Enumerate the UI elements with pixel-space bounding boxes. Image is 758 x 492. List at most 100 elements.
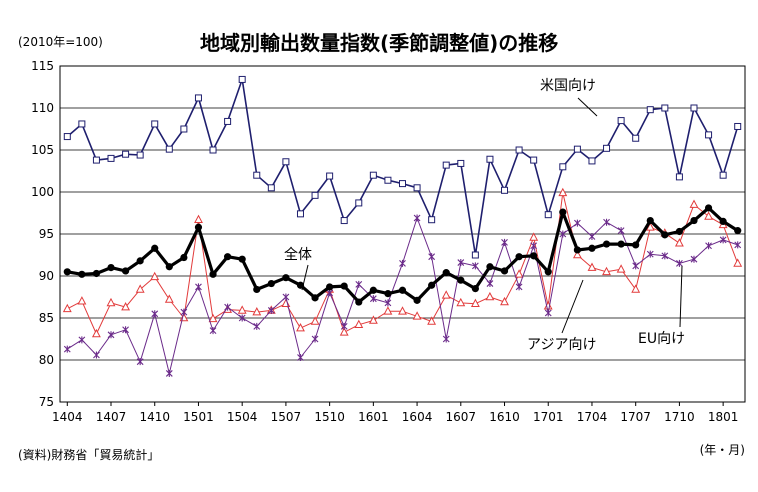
- series-layer: [62, 75, 743, 377]
- data-point: [369, 171, 377, 179]
- data-point: [529, 232, 539, 241]
- data-point: [470, 298, 480, 307]
- data-point: [135, 284, 145, 293]
- data-point: [427, 316, 437, 325]
- data-point: [93, 351, 100, 359]
- data-point: [572, 249, 582, 259]
- data-point: [237, 305, 247, 314]
- data-point: [253, 285, 261, 294]
- data-point: [631, 284, 641, 293]
- data-point: [92, 269, 101, 278]
- data-point: [384, 299, 392, 307]
- x-tick-label: 1404: [52, 410, 83, 424]
- data-point: [558, 187, 568, 197]
- data-point: [340, 282, 348, 290]
- data-point: [544, 211, 552, 219]
- data-point: [632, 262, 640, 270]
- data-point: [428, 281, 436, 289]
- data-point: [501, 186, 509, 194]
- y-tick-label: 80: [39, 353, 54, 367]
- data-point: [63, 133, 71, 141]
- data-point: [180, 253, 188, 262]
- data-point: [675, 227, 684, 236]
- x-tick-label: 1704: [577, 410, 608, 424]
- data-point: [311, 335, 319, 343]
- y-tick-label: 90: [39, 269, 54, 283]
- data-point: [238, 75, 246, 83]
- data-point: [355, 199, 363, 207]
- annotation-米国向け: 米国向け: [540, 78, 598, 117]
- data-point: [588, 233, 596, 241]
- data-point: [442, 335, 450, 343]
- x-tick-label: 1501: [183, 410, 214, 424]
- data-point: [617, 240, 625, 248]
- data-point: [326, 172, 334, 180]
- grid: [60, 107, 745, 361]
- data-point: [91, 328, 101, 338]
- annotation-EU向け: EU向け: [638, 265, 685, 347]
- y-tick-label: 100: [31, 185, 54, 199]
- x-axis-label: (年・月): [700, 443, 745, 457]
- annotation-アジア向け: アジア向け: [527, 279, 596, 353]
- data-point: [530, 252, 538, 260]
- data-point: [267, 306, 275, 314]
- y-tick-label: 105: [31, 143, 54, 157]
- data-point: [705, 131, 713, 139]
- y-tick-label: 115: [31, 59, 54, 73]
- data-point: [267, 184, 275, 192]
- data-point: [632, 241, 640, 249]
- data-point: [574, 219, 581, 227]
- data-point: [602, 240, 611, 248]
- data-point: [559, 163, 567, 171]
- data-point: [122, 326, 129, 334]
- data-point: [675, 173, 683, 181]
- data-point: [456, 297, 466, 307]
- data-point: [194, 214, 203, 223]
- data-point: [413, 214, 421, 222]
- data-point: [733, 258, 743, 267]
- data-point: [485, 291, 495, 301]
- data-point: [355, 280, 363, 288]
- x-tick-label: 1604: [402, 410, 433, 424]
- data-point: [704, 204, 713, 212]
- data-point: [661, 231, 669, 239]
- data-point: [62, 303, 72, 313]
- annotation-leader: [301, 264, 309, 291]
- data-point: [690, 216, 698, 225]
- annotation-leader: [561, 279, 584, 334]
- x-tick-label: 1507: [271, 410, 302, 424]
- x-tick-labels: 1404 1407 1410 1501 1504 1507 1510 1601 1604 1607…: [52, 402, 738, 424]
- data-point: [224, 253, 232, 261]
- data-point: [297, 353, 304, 361]
- data-point: [514, 269, 524, 278]
- data-point: [442, 269, 450, 277]
- x-tick-label: 1510: [314, 410, 345, 424]
- data-point: [398, 306, 407, 315]
- y-tick-label: 95: [39, 227, 54, 241]
- data-point: [676, 259, 683, 267]
- data-point: [398, 286, 407, 294]
- data-point: [399, 259, 406, 267]
- data-point: [253, 322, 261, 330]
- data-point: [296, 210, 304, 218]
- data-point: [151, 244, 159, 252]
- y-tick-labels: 75 80 85 90 95 100 105 110 115: [31, 59, 54, 409]
- data-point: [719, 236, 727, 244]
- data-point: [136, 358, 144, 366]
- data-point: [603, 218, 610, 226]
- data-point: [180, 308, 188, 316]
- data-point: [92, 156, 100, 164]
- y-tick-label: 75: [39, 395, 54, 409]
- data-point: [311, 191, 319, 199]
- data-point: [106, 297, 116, 307]
- data-point: [441, 290, 451, 299]
- data-point: [530, 242, 538, 250]
- data-point: [500, 267, 509, 275]
- x-tick-label: 1707: [620, 410, 651, 424]
- data-point: [573, 246, 581, 254]
- data-point: [238, 255, 246, 263]
- data-point: [428, 216, 436, 224]
- data-point: [486, 280, 494, 288]
- annotation-leader: [679, 265, 683, 328]
- data-point: [339, 327, 349, 336]
